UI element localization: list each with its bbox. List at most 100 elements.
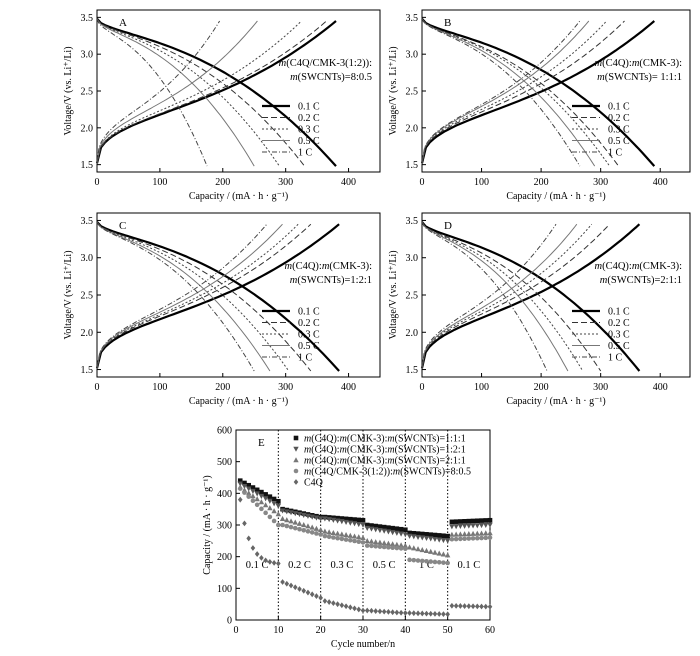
data-point [293, 457, 299, 463]
y-axis-label: Voltage/V (vs. Li⁺/Li) [388, 46, 399, 135]
data-point [432, 610, 438, 617]
y-tick-label: 3.0 [81, 253, 94, 264]
data-point [347, 532, 353, 538]
data-point [411, 610, 417, 617]
data-point [381, 608, 387, 615]
x-tick-label: 100 [474, 382, 489, 393]
voltage-chart-C: 0 100 200 300 400 1.5 2.0 2.5 3.0 3.5 Capacity / (… [63, 212, 381, 407]
data-point [288, 582, 294, 589]
data-point [237, 496, 243, 503]
data-point [458, 536, 463, 542]
charge-curve-0.1C [420, 223, 641, 369]
data-point [305, 513, 311, 519]
data-point [368, 526, 375, 532]
charge-curve-0.1C [95, 20, 337, 164]
y-tick-label: 2.0 [81, 123, 94, 134]
data-point [360, 534, 366, 540]
series-0 [237, 478, 493, 539]
data-point [326, 599, 332, 605]
data-point [258, 493, 265, 499]
data-point [415, 546, 421, 552]
data-point [254, 496, 260, 502]
data-point [394, 609, 400, 616]
charge-curve-1C [96, 223, 268, 369]
charge-curve-1C [421, 20, 581, 164]
y-tick-label: 3.5 [81, 216, 94, 227]
data-point [478, 530, 485, 536]
rate-label: 0.1 C [246, 560, 269, 571]
discharge-curve-1C [96, 18, 208, 167]
charge-curve-0.2C [96, 223, 312, 369]
series-2 [237, 484, 493, 558]
data-point [322, 598, 328, 604]
data-point [305, 529, 311, 534]
data-point [441, 611, 446, 618]
x-tick-label: 100 [474, 177, 489, 188]
data-point [407, 530, 412, 536]
data-point [293, 435, 299, 441]
x-tick-label: 300 [278, 382, 293, 393]
data-point [394, 530, 400, 536]
data-point [293, 479, 299, 485]
data-point [462, 519, 467, 524]
data-point [326, 529, 332, 535]
data-point [258, 499, 265, 505]
data-point [377, 539, 383, 545]
data-point [369, 543, 374, 549]
legend-entry: 0.3 C [608, 330, 630, 341]
legend-entry: m(C4Q):m(CMK-3):m(SWCNTs)=1:2:1 [304, 445, 466, 456]
x-tick-label: 400 [341, 177, 356, 188]
data-point [432, 532, 438, 538]
legend-entry: m(C4Q/CMK-3(1:2)):m(SWCNTs)=8:0.5 [304, 467, 471, 478]
data-point [402, 542, 409, 548]
data-point [313, 515, 320, 521]
data-point [301, 522, 307, 528]
data-point [423, 535, 430, 541]
data-point [462, 603, 467, 609]
y-axis-label: Capacity / (mA · h · g⁻¹) [202, 475, 213, 574]
charge-curve-1C [421, 223, 557, 369]
data-point [292, 525, 298, 531]
x-tick-label: 300 [593, 382, 608, 393]
x-axis-label: Cycle number/n [331, 639, 395, 650]
x-tick-label: 400 [341, 382, 356, 393]
data-point [390, 525, 395, 531]
data-point [331, 535, 336, 540]
data-point [406, 544, 413, 550]
composition-annotation: m(C4Q/CMK-3(1:2)): [279, 58, 372, 69]
x-tick-label: 400 [653, 177, 668, 188]
discharge-curve-0.5C [421, 18, 596, 167]
data-point [246, 486, 252, 492]
data-point [487, 535, 493, 540]
data-point [288, 518, 294, 524]
data-point [250, 485, 256, 490]
rate-label: 0.3 C [330, 560, 353, 571]
x-tick-label: 0 [420, 177, 425, 188]
data-point [271, 518, 277, 524]
data-point [292, 584, 298, 591]
data-point [389, 530, 396, 536]
data-point [267, 494, 273, 499]
data-point [259, 489, 264, 495]
discharge-curve-0.5C [421, 221, 569, 372]
data-point [398, 546, 404, 551]
x-axis-label: Capacity / (mA · h · g⁻¹) [506, 396, 605, 407]
data-point [470, 518, 476, 524]
data-point [364, 538, 370, 544]
data-point [381, 524, 387, 530]
x-axis-label: Capacity / (mA · h · g⁻¹) [189, 396, 288, 407]
data-point [377, 608, 383, 615]
charge-curve-0.1C [420, 20, 656, 164]
data-point [389, 541, 396, 547]
data-point [242, 490, 247, 495]
y-tick-label: 1.5 [406, 365, 419, 376]
data-point [407, 557, 412, 563]
data-point [428, 532, 434, 537]
data-point [487, 522, 493, 528]
data-point [250, 488, 256, 495]
data-point [453, 602, 459, 609]
data-point [478, 523, 485, 529]
data-point [483, 518, 489, 523]
x-tick-label: 200 [215, 382, 230, 393]
y-axis-label: Voltage/V (vs. Li⁺/Li) [63, 46, 74, 135]
